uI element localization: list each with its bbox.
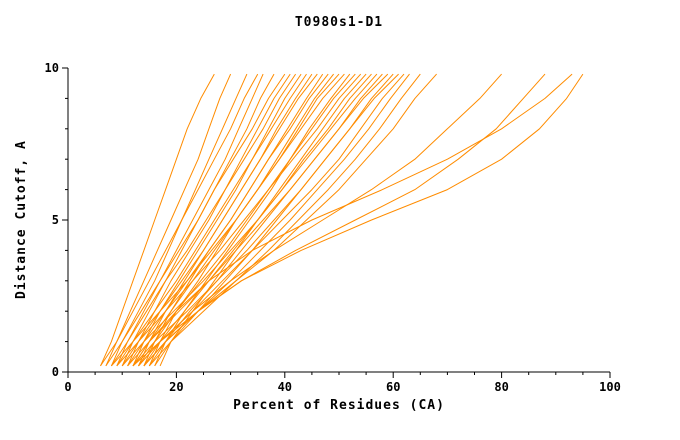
model-curve [138, 73, 502, 367]
model-curve [116, 73, 264, 367]
model-curve [148, 73, 421, 367]
x-tick-label: 0 [64, 380, 71, 394]
model-curve [116, 73, 362, 367]
model-curve [110, 73, 248, 367]
model-curve [105, 73, 286, 367]
chart-title: T0980s1-D1 [294, 15, 384, 30]
x-tick-label: 20 [169, 380, 183, 394]
x-axis-label: Percent of Residues (CA) [233, 398, 445, 413]
model-curve [127, 73, 389, 367]
x-tick-label: 100 [599, 380, 621, 394]
x-tick-label: 40 [278, 380, 292, 394]
y-tick-label: 5 [52, 213, 59, 227]
model-curve [111, 73, 345, 367]
y-tick-label: 0 [52, 365, 59, 379]
model-curve [127, 73, 329, 367]
model-curve [105, 73, 232, 367]
model-curve [127, 73, 291, 367]
model-curve [132, 73, 399, 367]
model-curve [132, 73, 302, 367]
y-tick-label: 10 [45, 61, 59, 75]
model-curve [143, 73, 546, 367]
model-curve [154, 73, 394, 367]
model-curve [132, 73, 437, 367]
model-curve [138, 73, 405, 367]
model-curve [154, 73, 351, 367]
model-curve [100, 73, 215, 367]
model-curve [110, 73, 297, 367]
model-curve [121, 73, 318, 367]
model-curve [121, 73, 378, 367]
x-tick-label: 60 [386, 380, 400, 394]
model-curve [143, 73, 584, 367]
model-curve [100, 73, 259, 367]
model-curve [116, 73, 307, 367]
model-curve [132, 73, 573, 367]
x-tick-label: 80 [494, 380, 508, 394]
